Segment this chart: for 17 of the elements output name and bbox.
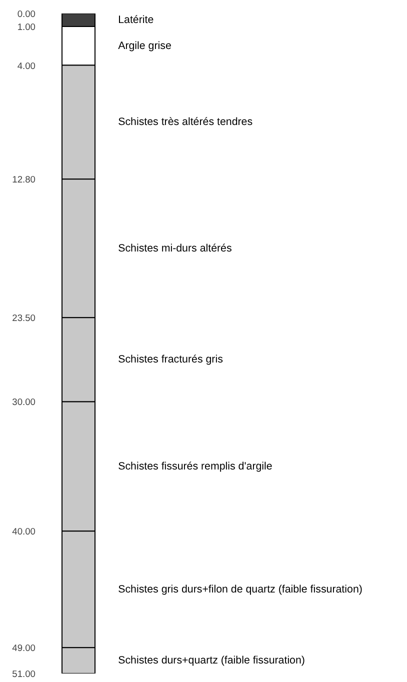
text: Schistes durs+quartz (faible fissuration) xyxy=(118,654,305,667)
y-tick-label: 51.00 xyxy=(12,669,36,679)
text: Schistes fissurés remplis d'argile xyxy=(118,460,272,472)
text: Schistes gris durs+filon de quartz (faible fissuration) xyxy=(118,583,362,596)
y-tick-label: 1.00 xyxy=(17,22,36,32)
text: Schistes mi-durs altérés xyxy=(118,242,232,254)
y-tick-label: 4.00 xyxy=(17,60,36,71)
y-tick-label: 30.00 xyxy=(12,397,36,408)
text: Latérite xyxy=(118,14,154,26)
y-tick-label: 23.50 xyxy=(12,313,36,324)
y-tick-label: 49.00 xyxy=(12,643,36,654)
text: Schistes très altérés tendres xyxy=(118,116,253,128)
y-tick-label: 12.80 xyxy=(12,174,36,185)
y-tick-label: 0.00 xyxy=(17,9,36,19)
text: Schistes fracturés gris xyxy=(118,354,223,366)
text: Argile grise xyxy=(118,40,172,52)
y-tick-label: 40.00 xyxy=(12,526,36,537)
